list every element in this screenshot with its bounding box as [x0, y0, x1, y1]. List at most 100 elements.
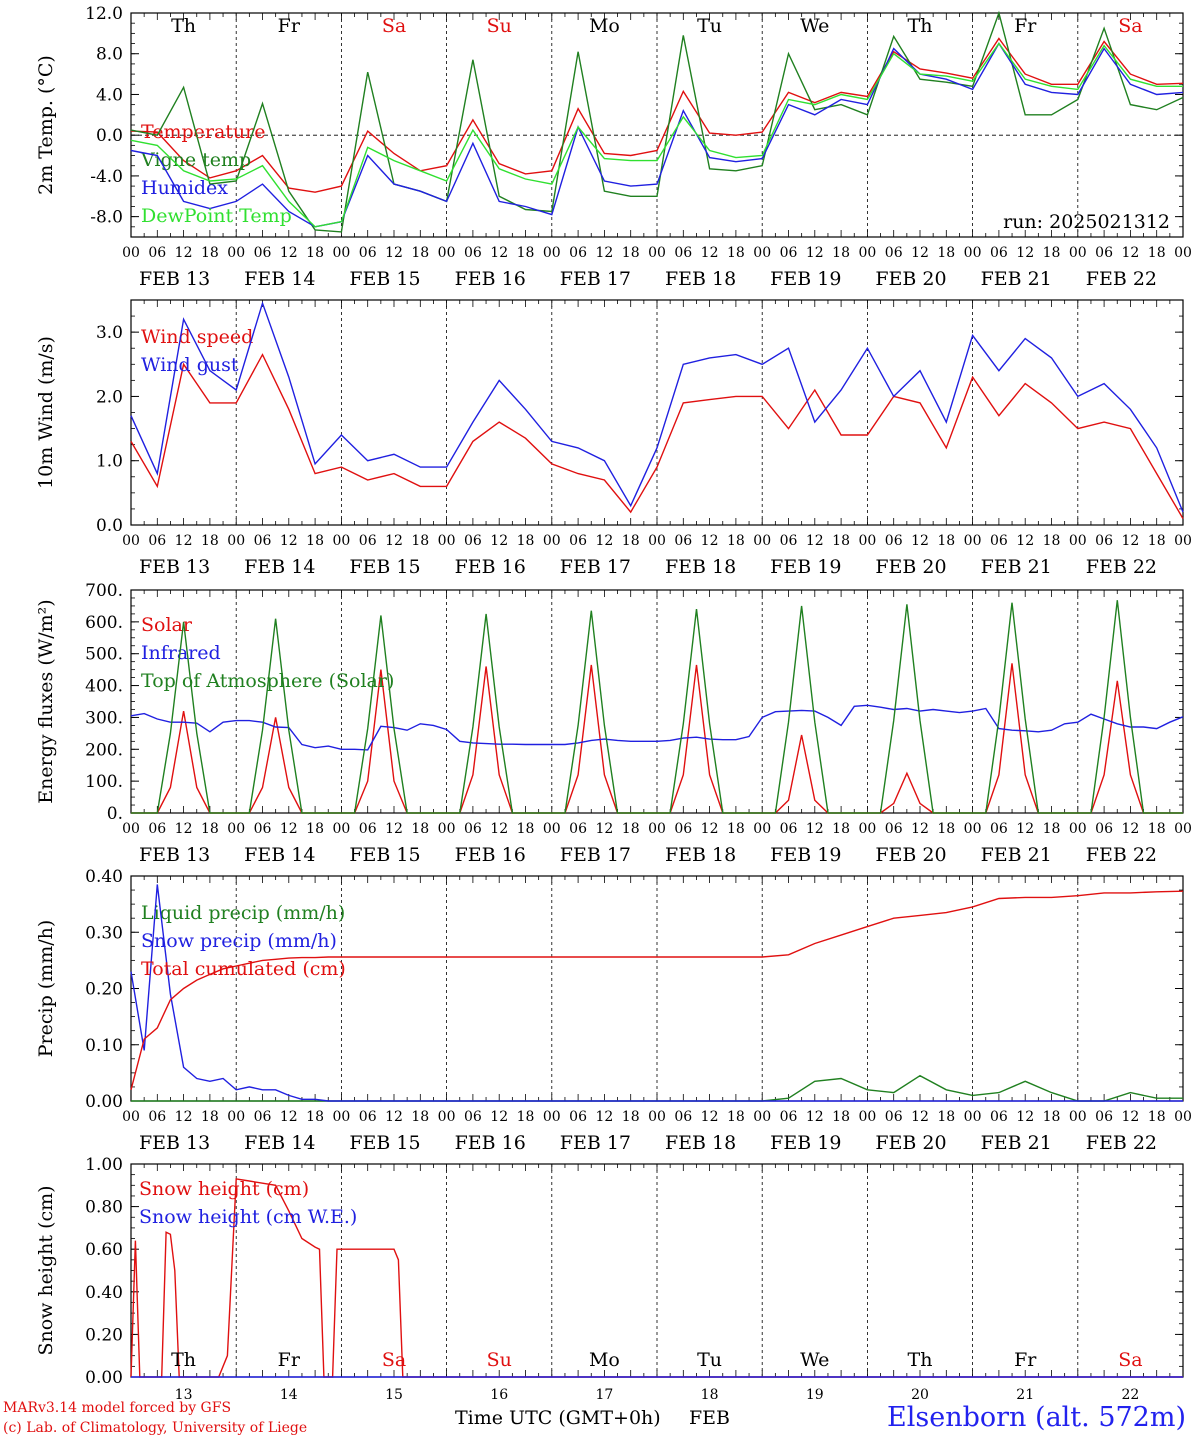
x-hour-label: 12 — [385, 1109, 403, 1125]
date-label: FEB 18 — [665, 844, 736, 866]
y-tick-label: 0.00 — [85, 1092, 123, 1112]
legend-label: Infrared — [141, 642, 221, 664]
x-hour-label: 06 — [254, 533, 272, 549]
x-hour-label: 00 — [858, 533, 876, 549]
x-hour-label: 12 — [1016, 245, 1034, 261]
weekday-label: Mo — [589, 1349, 620, 1371]
series-line-1 — [130, 10, 1184, 233]
date-label: FEB 16 — [455, 268, 526, 290]
legend-label: Temperature — [141, 121, 265, 143]
y-tick-label: 0.0 — [96, 516, 123, 536]
x-hour-label: 06 — [148, 245, 166, 261]
date-label: FEB 19 — [770, 268, 841, 290]
x-hour-label: 00 — [1069, 1109, 1087, 1125]
weekday-label: Fr — [1014, 15, 1037, 37]
day-number-label: 21 — [1016, 1387, 1034, 1403]
date-label: FEB 17 — [560, 556, 631, 578]
y-tick-label: 0.40 — [85, 867, 123, 887]
x-hour-label: 06 — [464, 821, 482, 837]
x-hour-label: 06 — [990, 821, 1008, 837]
x-hour-label: 18 — [937, 821, 955, 837]
x-hour-label: 00 — [332, 1109, 350, 1125]
x-hour-label: 18 — [727, 533, 745, 549]
y-tick-label: 600. — [85, 613, 123, 633]
x-hour-label: 12 — [701, 1109, 719, 1125]
x-hour-label: 00 — [332, 245, 350, 261]
date-label: FEB 19 — [770, 1132, 841, 1154]
x-hour-label: 06 — [885, 245, 903, 261]
x-hour-label: 00 — [753, 533, 771, 549]
x-hour-label: 18 — [1148, 1109, 1166, 1125]
date-label: FEB 17 — [560, 1132, 631, 1154]
weekday-label: Th — [908, 1349, 933, 1371]
x-hour-label: 18 — [411, 821, 429, 837]
date-label: FEB 14 — [244, 844, 315, 866]
date-label: FEB 20 — [875, 1132, 946, 1154]
x-hour-label: 12 — [701, 245, 719, 261]
x-hour-label: 18 — [832, 533, 850, 549]
x-hour-label: 18 — [306, 245, 324, 261]
x-hour-label: 00 — [543, 1109, 561, 1125]
month-label: FEB — [689, 1407, 731, 1429]
x-hour-label: 12 — [280, 821, 298, 837]
x-hour-label: 18 — [832, 245, 850, 261]
x-hour-label: 00 — [438, 245, 456, 261]
x-hour-label: 12 — [806, 821, 824, 837]
series-line-1 — [130, 704, 1184, 751]
x-hour-label: 06 — [569, 1109, 587, 1125]
y-tick-label: 0.20 — [85, 980, 123, 1000]
weekday-label: Su — [487, 15, 512, 37]
weekday-label: Tu — [697, 1349, 722, 1371]
weekday-label: Fr — [278, 15, 301, 37]
series-line-0 — [130, 353, 1184, 519]
series-line-0 — [130, 37, 1184, 193]
x-hour-label: 06 — [148, 821, 166, 837]
x-hour-label: 00 — [227, 245, 245, 261]
legend-label: Humidex — [141, 177, 228, 199]
x-hour-label: 06 — [885, 821, 903, 837]
x-hour-label: 12 — [806, 245, 824, 261]
x-hour-label: 12 — [175, 1109, 193, 1125]
x-hour-label: 12 — [911, 1109, 929, 1125]
x-hour-label: 00 — [858, 821, 876, 837]
y-tick-label: 200. — [85, 740, 123, 760]
y-tick-label: 0.00 — [85, 1368, 123, 1388]
x-hour-label: 06 — [464, 533, 482, 549]
weekday-label: Su — [487, 1349, 512, 1371]
x-hour-label: 18 — [517, 821, 535, 837]
x-hour-label: 18 — [411, 245, 429, 261]
series-line-1 — [130, 884, 1183, 1102]
x-hour-label: 06 — [464, 1109, 482, 1125]
x-hour-label: 12 — [1121, 1109, 1139, 1125]
x-hour-label: 12 — [595, 245, 613, 261]
x-hour-label: 18 — [937, 1109, 955, 1125]
weekday-label: Sa — [1118, 15, 1142, 37]
x-hour-label: 12 — [175, 821, 193, 837]
x-hour-label: 12 — [1016, 1109, 1034, 1125]
x-hour-label: 12 — [490, 821, 508, 837]
y-tick-label: 8.0 — [96, 45, 123, 65]
x-hour-label: 00 — [122, 533, 140, 549]
x-hour-label: 06 — [254, 821, 272, 837]
x-hour-label: 00 — [1069, 821, 1087, 837]
y-tick-label: 0.0 — [96, 126, 123, 146]
date-label: FEB 18 — [665, 268, 736, 290]
series-line-1 — [130, 300, 1184, 513]
x-hour-label: 18 — [411, 1109, 429, 1125]
x-hour-label: 06 — [674, 1109, 692, 1125]
x-hour-label: 06 — [569, 533, 587, 549]
y-axis-title: Energy fluxes (W/m²) — [35, 599, 57, 803]
x-hour-label: 00 — [753, 821, 771, 837]
date-label: FEB 22 — [1086, 844, 1157, 866]
day-number-label: 17 — [595, 1387, 613, 1403]
x-hour-label: 00 — [438, 821, 456, 837]
y-tick-label: 4.0 — [96, 85, 123, 105]
x-hour-label: 18 — [622, 533, 640, 549]
weekday-label: Fr — [278, 1349, 301, 1371]
x-hour-label: 00 — [1174, 821, 1192, 837]
x-hour-label: 12 — [385, 533, 403, 549]
x-hour-label: 06 — [674, 245, 692, 261]
x-hour-label: 00 — [648, 821, 666, 837]
x-hour-label: 12 — [806, 1109, 824, 1125]
x-hour-label: 00 — [648, 245, 666, 261]
